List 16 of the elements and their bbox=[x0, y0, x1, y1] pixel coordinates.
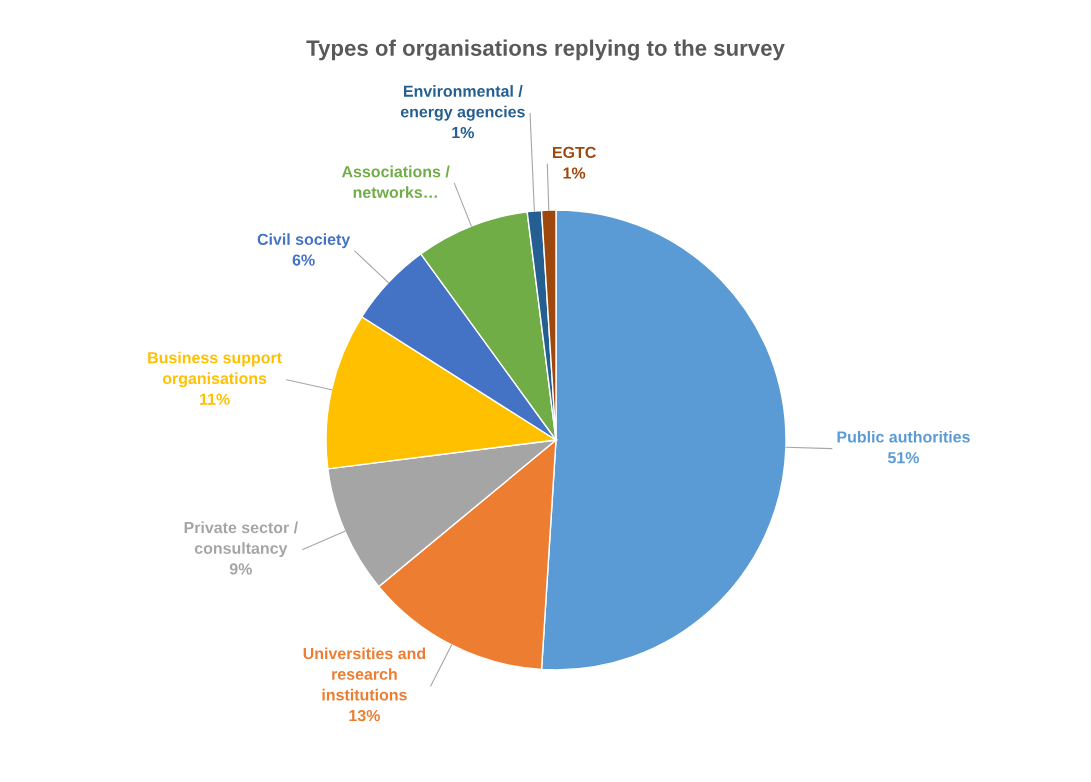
data-label: 13% bbox=[349, 709, 380, 722]
chart-title: Types of organisations replying to the survey bbox=[306, 39, 785, 61]
slice-label: Environmental / energy agencies bbox=[400, 85, 525, 121]
slice-label: Universities and research institutions bbox=[303, 647, 426, 701]
slice-label: EGTC bbox=[553, 146, 596, 159]
data-label: 11% bbox=[200, 393, 230, 405]
data-label: 6% bbox=[292, 254, 315, 266]
slice-label: Civil society bbox=[257, 233, 351, 249]
data-label: 1% bbox=[452, 126, 474, 139]
slice-label: Business support organisations bbox=[148, 351, 282, 388]
slice-label: Associations / networks… bbox=[341, 165, 450, 199]
slice-label: Public authorities bbox=[837, 430, 970, 443]
data-label: 9% bbox=[229, 563, 252, 575]
data-label: 51% bbox=[887, 452, 920, 464]
slice-label: Private sector / consultancy bbox=[184, 521, 298, 558]
data-label: 1% bbox=[563, 167, 586, 179]
